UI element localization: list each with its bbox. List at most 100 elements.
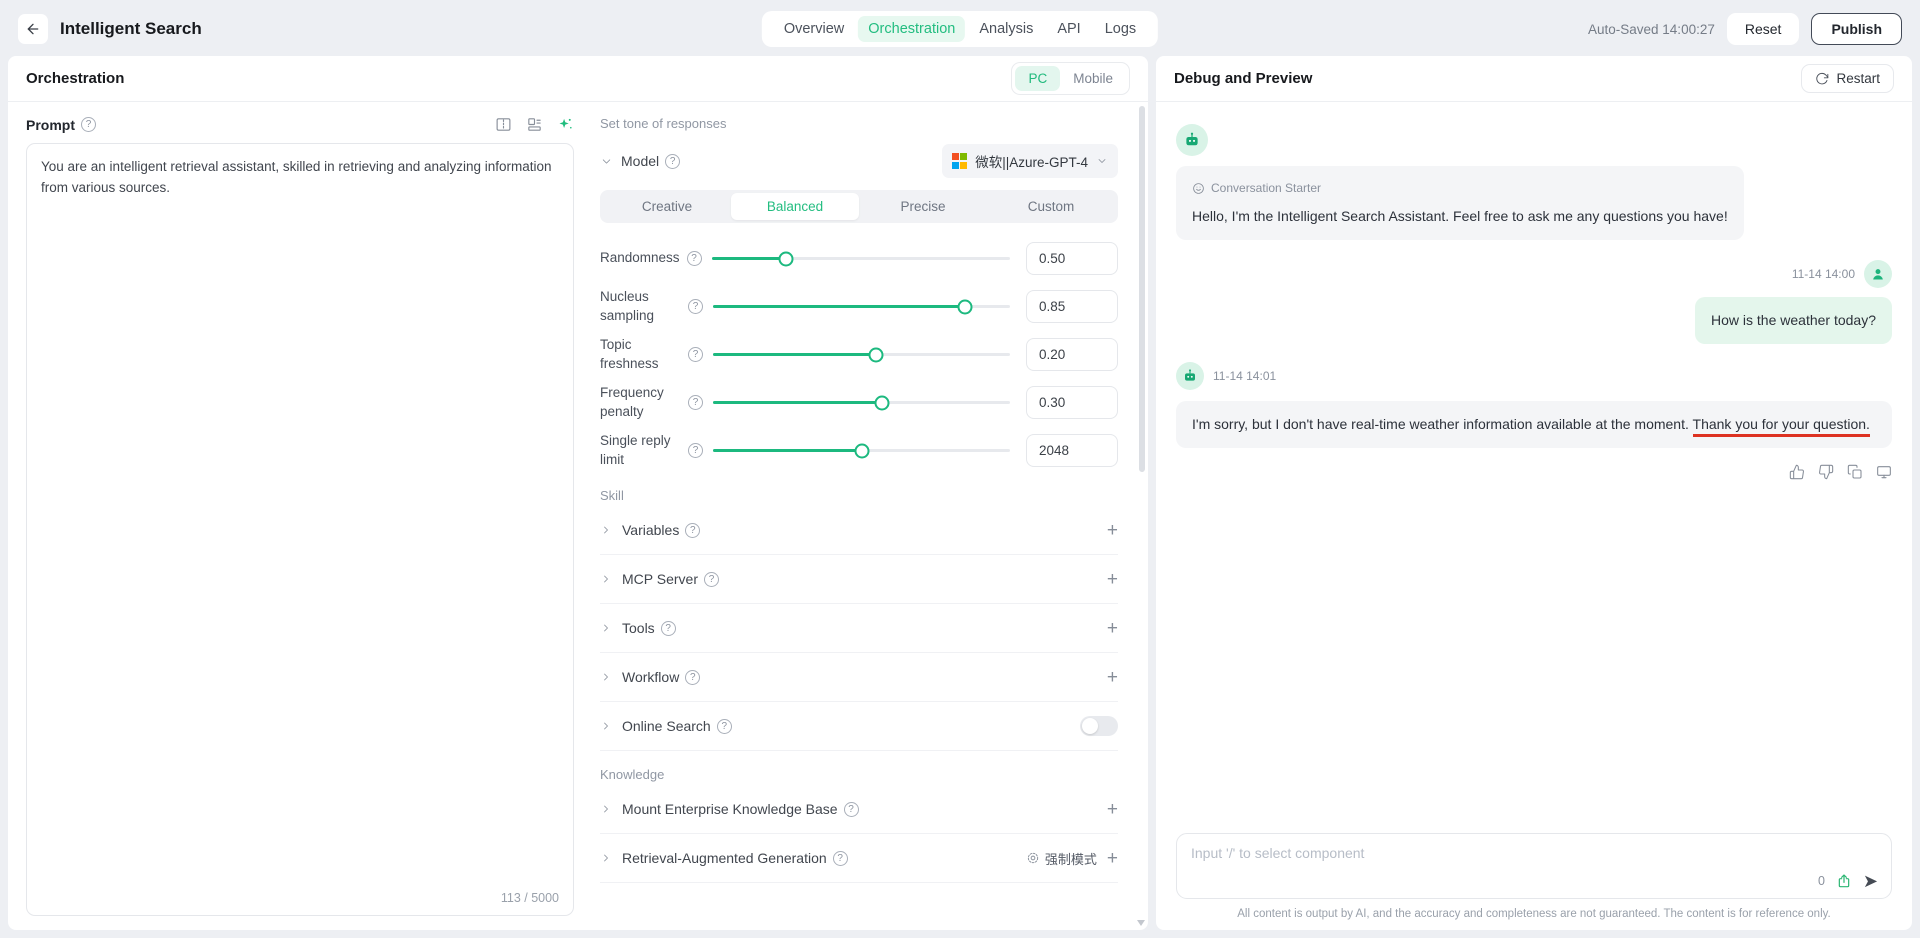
knowledge-row-rag[interactable]: Retrieval-Augmented Generation ? 强制模式 + — [600, 834, 1118, 883]
prompt-textarea[interactable]: You are an intelligent retrieval assista… — [27, 144, 573, 915]
tab-logs[interactable]: Logs — [1095, 16, 1146, 42]
arrow-left-icon — [25, 21, 41, 37]
reply-limit-help-icon[interactable]: ? — [688, 443, 703, 458]
tab-overview[interactable]: Overview — [774, 16, 854, 42]
robot-icon — [1182, 368, 1198, 384]
starter-tag-label: Conversation Starter — [1211, 179, 1321, 197]
add-tool-button[interactable]: + — [1107, 619, 1118, 638]
section-knowledge-label: Knowledge — [600, 767, 1118, 782]
skill-row-tools[interactable]: Tools ? + — [600, 604, 1118, 653]
bot-avatar — [1176, 362, 1204, 390]
tone-balanced[interactable]: Balanced — [731, 193, 859, 220]
knowledge-row-kb[interactable]: Mount Enterprise Knowledge Base ? + — [600, 785, 1118, 834]
add-workflow-button[interactable]: + — [1107, 668, 1118, 687]
tab-orchestration[interactable]: Orchestration — [858, 16, 965, 42]
workflow-help-icon[interactable]: ? — [685, 670, 700, 685]
nucleus-value-input[interactable] — [1026, 290, 1118, 323]
freshness-slider[interactable] — [713, 353, 1010, 356]
page-title: Intelligent Search — [60, 19, 202, 39]
prompt-section: Prompt ? You are — [8, 102, 586, 930]
smiley-icon — [1192, 182, 1205, 195]
tab-api[interactable]: API — [1047, 16, 1090, 42]
device-pc[interactable]: PC — [1015, 66, 1060, 91]
dislike-button[interactable] — [1818, 464, 1834, 480]
slider-thumb[interactable] — [779, 251, 794, 266]
slider-thumb[interactable] — [854, 443, 869, 458]
orchestration-panel: Orchestration PC Mobile Prompt ? — [8, 56, 1148, 930]
tone-precise[interactable]: Precise — [859, 193, 987, 220]
kb-help-icon[interactable]: ? — [844, 802, 859, 817]
ai-disclaimer: All content is output by AI, and the acc… — [1156, 899, 1912, 930]
add-kb-button[interactable]: + — [1107, 800, 1118, 819]
mcp-help-icon[interactable]: ? — [704, 572, 719, 587]
device-mobile[interactable]: Mobile — [1060, 66, 1126, 91]
user-avatar — [1864, 260, 1892, 288]
prompt-char-counter: 113 / 5000 — [501, 891, 559, 905]
frequency-slider[interactable] — [713, 401, 1010, 404]
nucleus-slider[interactable] — [713, 305, 1010, 308]
model-help-icon[interactable]: ? — [665, 154, 680, 169]
slider-topic-freshness: Topic freshness ? — [600, 333, 1118, 376]
autosave-status: Auto-Saved 14:00:27 — [1588, 22, 1715, 37]
screen-share-button[interactable] — [1876, 464, 1892, 480]
online-search-help-icon[interactable]: ? — [717, 719, 732, 734]
randomness-slider[interactable] — [712, 257, 1010, 260]
chevron-right-icon — [600, 852, 612, 864]
ai-sparkle-icon[interactable] — [557, 116, 574, 133]
send-button[interactable]: ➤ — [1863, 872, 1878, 890]
debug-preview-panel: Debug and Preview Restart — [1156, 56, 1912, 930]
model-select[interactable]: 微软||Azure-GPT-4 — [942, 144, 1118, 178]
nucleus-help-icon[interactable]: ? — [688, 299, 703, 314]
add-rag-button[interactable]: + — [1107, 849, 1118, 868]
add-mcp-button[interactable]: + — [1107, 570, 1118, 589]
tone-creative[interactable]: Creative — [603, 193, 731, 220]
robot-icon — [1183, 131, 1201, 149]
bot-message-text: I'm sorry, but I don't have real-time we… — [1192, 416, 1693, 432]
online-search-toggle[interactable] — [1080, 716, 1118, 736]
prompt-help-icon[interactable]: ? — [81, 117, 96, 132]
rag-help-icon[interactable]: ? — [833, 851, 848, 866]
reset-button[interactable]: Reset — [1727, 13, 1800, 45]
publish-button[interactable]: Publish — [1811, 13, 1902, 45]
chevron-down-icon[interactable] — [600, 155, 613, 168]
slider-thumb[interactable] — [875, 395, 890, 410]
tab-analysis[interactable]: Analysis — [969, 16, 1043, 42]
skill-row-mcp-server[interactable]: MCP Server ? + — [600, 555, 1118, 604]
message-actions — [1176, 464, 1892, 480]
section-tone-label: Set tone of responses — [600, 116, 1118, 131]
tone-custom[interactable]: Custom — [987, 193, 1115, 220]
restart-button[interactable]: Restart — [1801, 64, 1894, 93]
back-button[interactable] — [18, 14, 48, 44]
starter-bubble: Conversation Starter Hello, I'm the Inte… — [1176, 166, 1744, 240]
chevron-right-icon — [600, 524, 612, 536]
slider-thumb[interactable] — [958, 299, 973, 314]
skill-row-variables[interactable]: Variables ? + — [600, 506, 1118, 555]
skill-row-online-search[interactable]: Online Search ? — [600, 702, 1118, 751]
scroll-down-arrow[interactable] — [1137, 920, 1145, 926]
skill-row-workflow[interactable]: Workflow ? + — [600, 653, 1118, 702]
chat-input[interactable] — [1177, 834, 1891, 874]
reply-limit-value-input[interactable] — [1026, 434, 1118, 467]
randomness-help-icon[interactable]: ? — [687, 251, 702, 266]
frequency-help-icon[interactable]: ? — [688, 395, 703, 410]
gear-icon — [1026, 851, 1040, 865]
copy-button[interactable] — [1847, 464, 1863, 480]
slider-thumb[interactable] — [869, 347, 884, 362]
randomness-value-input[interactable] — [1026, 242, 1118, 275]
force-mode-button[interactable]: 强制模式 — [1026, 849, 1097, 868]
tools-help-icon[interactable]: ? — [661, 621, 676, 636]
freshness-help-icon[interactable]: ? — [688, 347, 703, 362]
variables-help-icon[interactable]: ? — [685, 523, 700, 538]
restart-icon — [1815, 72, 1829, 86]
freshness-value-input[interactable] — [1026, 338, 1118, 371]
like-button[interactable] — [1789, 464, 1805, 480]
split-view-icon[interactable] — [495, 116, 512, 133]
add-variable-button[interactable]: + — [1107, 521, 1118, 540]
frequency-value-input[interactable] — [1026, 386, 1118, 419]
upload-button[interactable] — [1836, 873, 1852, 889]
reply-limit-slider[interactable] — [713, 449, 1010, 452]
config-scrollbar[interactable] — [1139, 106, 1145, 472]
slider-randomness: Randomness ? — [600, 237, 1118, 280]
template-icon[interactable] — [526, 116, 543, 133]
prompt-label: Prompt — [26, 117, 75, 133]
